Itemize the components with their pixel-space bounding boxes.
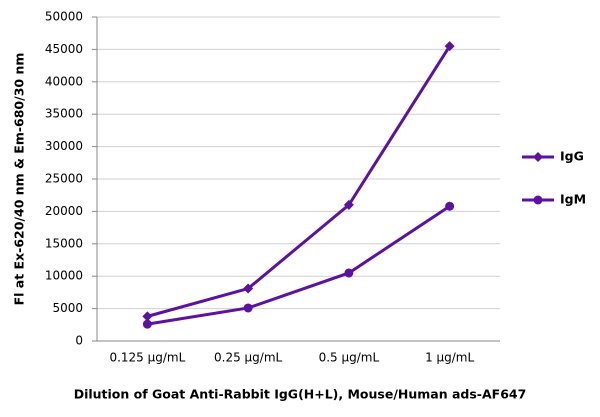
y-tick-label: 40000 [45,74,83,88]
series-line [146,45,451,318]
x-tick-label: 0.5 µg/mL [319,351,380,365]
y-tick-label: 45000 [45,42,83,56]
y-tick-label: 50000 [45,10,83,24]
y-axis-title: Fl at Ex-620/40 nm & Em-680/30 nm [12,53,27,306]
legend-marker [533,152,543,162]
data-point [243,303,253,313]
y-tick-label: 20000 [45,204,83,218]
y-tick-label: 10000 [45,269,83,283]
legend-marker [533,195,543,205]
y-tick-label: 35000 [45,107,83,121]
data-point [343,199,354,210]
data-point [445,201,455,211]
legend-label: IgM [560,192,586,207]
x-tick-label: 1 µg/mL [425,351,474,365]
y-tick-label: 0 [75,334,83,348]
data-point [344,268,354,278]
x-tick-label: 0.125 µg/mL [109,351,185,365]
data-point [243,283,254,294]
data-point [142,319,152,329]
y-tick-label: 25000 [45,172,83,186]
x-axis-title: Dilution of Goat Anti-Rabbit IgG(H+L), M… [74,387,527,402]
data-point [444,41,455,52]
y-tick-label: 30000 [45,139,83,153]
y-tick-label: 5000 [52,301,83,315]
x-tick-label: 0.25 µg/mL [214,351,283,365]
legend-label: IgG [560,149,584,164]
y-tick-label: 15000 [45,236,83,250]
data-point [142,311,153,322]
series-line [147,204,451,326]
